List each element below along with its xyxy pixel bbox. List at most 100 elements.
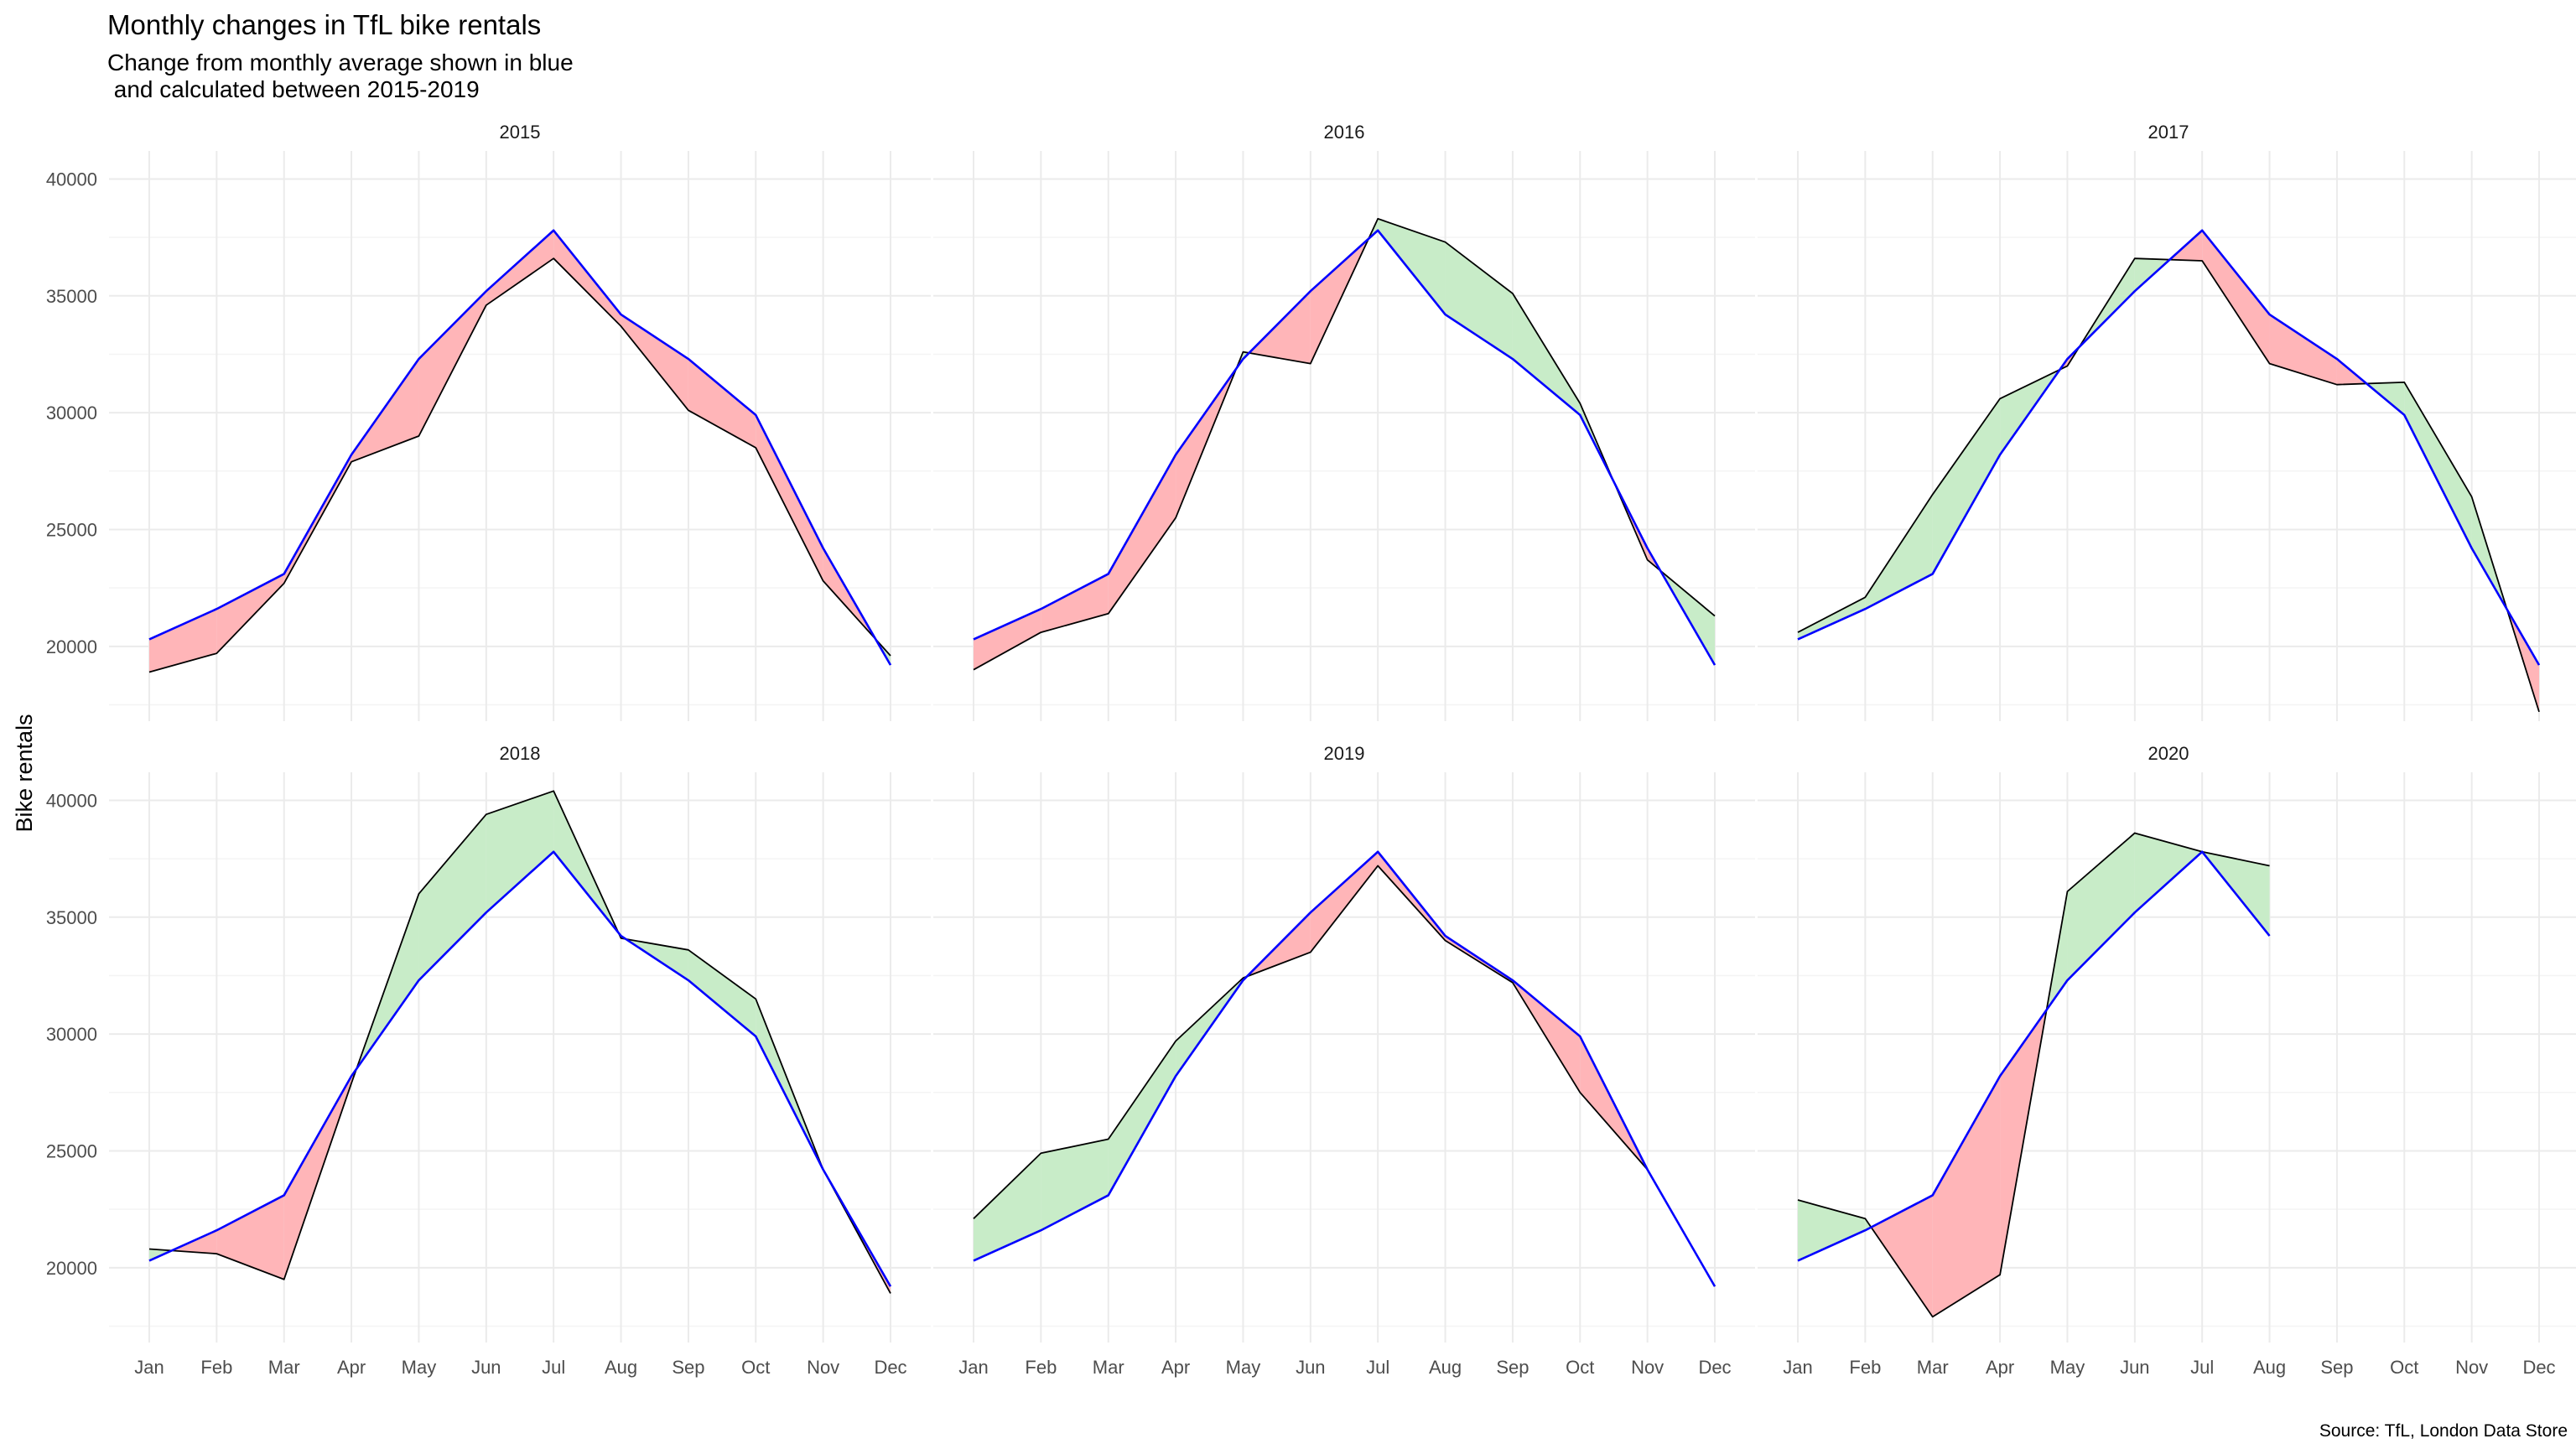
difference-band xyxy=(1865,494,1933,610)
x-tick-label: Jan xyxy=(134,1357,164,1378)
difference-band xyxy=(756,414,823,581)
x-tick-label: May xyxy=(2050,1357,2085,1378)
panel-2018: 2018 20000 25000 30000 35000 40000 Jan Feb Mar Ap… xyxy=(46,743,931,1378)
difference-band xyxy=(2404,382,2472,548)
x-tick-label: Jan xyxy=(1783,1357,1812,1378)
difference-band xyxy=(1041,1139,1109,1231)
x-tick-label: Jun xyxy=(1296,1357,1325,1378)
difference-band xyxy=(1512,293,1581,415)
difference-band xyxy=(688,359,756,448)
y-tick-label: 25000 xyxy=(46,1140,97,1161)
x-tick-label: Oct xyxy=(741,1357,770,1378)
y-tick-label: 30000 xyxy=(46,1024,97,1045)
monthly-average-line xyxy=(973,850,1716,1287)
x-tick-label: Mar xyxy=(268,1357,300,1378)
difference-band xyxy=(216,1195,284,1280)
y-tick-label: 30000 xyxy=(46,402,97,423)
actual-rentals-line xyxy=(1797,832,2270,1318)
panel-2019: 2019 Jan Feb Mar Apr May Jun Jul Aug Sep Oct Nov Dec xyxy=(933,743,1755,1378)
difference-band xyxy=(1798,1200,1866,1261)
difference-band xyxy=(2269,314,2337,385)
x-tick-label: Jun xyxy=(2120,1357,2149,1378)
x-tick-label: Jul xyxy=(542,1357,565,1378)
difference-band xyxy=(1798,597,1866,640)
x-tick-label: Nov xyxy=(807,1357,839,1378)
x-tick-label: Jun xyxy=(471,1357,501,1378)
y-tick-label: 20000 xyxy=(46,636,97,657)
actual-rentals-line xyxy=(148,257,891,673)
x-tick-label: Apr xyxy=(1161,1357,1190,1378)
difference-band xyxy=(216,574,284,654)
monthly-average-line xyxy=(148,850,892,1287)
difference-band xyxy=(2202,230,2270,364)
difference-band xyxy=(1108,454,1176,614)
difference-band xyxy=(283,454,352,584)
difference-band xyxy=(1445,242,1513,360)
y-tick-label: 20000 xyxy=(46,1258,97,1279)
actual-rentals-line xyxy=(973,217,1716,671)
difference-band xyxy=(1249,291,1311,364)
facet-panels: 2015 20000 25000 30000 35000 40000 2016 2017 201… xyxy=(46,122,2576,1378)
y-tick-label: 35000 xyxy=(46,907,97,928)
x-tick-label: Sep xyxy=(1496,1357,1529,1378)
x-tick-label: Dec xyxy=(1698,1357,1731,1378)
x-tick-label: Apr xyxy=(1986,1357,2014,1378)
panel-2016: 2016 xyxy=(933,122,1755,721)
actual-rentals-line xyxy=(973,865,1716,1287)
x-tick-label: Nov xyxy=(2455,1357,2488,1378)
actual-rentals-line xyxy=(1797,257,2540,713)
x-tick-label: Apr xyxy=(337,1357,366,1378)
x-tick-label: Aug xyxy=(1429,1357,1462,1378)
monthly-average-line xyxy=(973,229,1716,666)
panel-title: 2016 xyxy=(1324,122,1365,143)
difference-band xyxy=(974,1153,1041,1261)
actual-rentals-line xyxy=(148,790,891,1294)
panel-title: 2015 xyxy=(500,122,541,143)
chart-caption: Source: TfL, London Data Store xyxy=(2319,1421,2568,1441)
difference-band xyxy=(1871,1195,1933,1317)
monthly-average-line xyxy=(148,229,892,666)
x-tick-label: Sep xyxy=(2320,1357,2353,1378)
y-tick-label: 35000 xyxy=(46,286,97,307)
difference-band xyxy=(974,609,1041,670)
difference-band xyxy=(2067,833,2135,981)
x-tick-label: Nov xyxy=(1631,1357,1664,1378)
difference-band xyxy=(418,291,486,436)
panel-2015: 2015 20000 25000 30000 35000 40000 xyxy=(46,122,931,721)
monthly-average-line xyxy=(1797,229,2541,666)
x-tick-label: Dec xyxy=(874,1357,906,1378)
panel-2020: 2020 Jan Feb Mar Apr May Jun Jul Aug Sep Oct Nov Dec xyxy=(1758,743,2576,1378)
difference-band xyxy=(688,949,756,1036)
x-tick-label: Jan xyxy=(958,1357,988,1378)
difference-band xyxy=(553,230,621,327)
difference-band xyxy=(486,791,554,913)
panel-title: 2020 xyxy=(2148,743,2189,764)
x-tick-label: May xyxy=(1226,1357,1261,1378)
x-tick-label: Jul xyxy=(1366,1357,1389,1378)
y-tick-label: 40000 xyxy=(46,790,97,811)
x-tick-label: Mar xyxy=(1917,1357,1949,1378)
difference-band xyxy=(1378,218,1446,315)
x-tick-label: Feb xyxy=(1025,1357,1057,1378)
x-tick-label: Oct xyxy=(1566,1357,1594,1378)
x-tick-label: Jul xyxy=(2190,1357,2214,1378)
x-tick-label: Dec xyxy=(2522,1357,2555,1378)
x-tick-label: Feb xyxy=(200,1357,232,1378)
panel-title: 2017 xyxy=(2148,122,2189,143)
x-tick-label: Feb xyxy=(1849,1357,1881,1378)
panel-2017: 2017 xyxy=(1758,122,2576,721)
x-tick-label: Sep xyxy=(672,1357,704,1378)
y-tick-label: 40000 xyxy=(46,169,97,190)
chart-subtitle-line-2: and calculated between 2015-2019 xyxy=(107,76,480,102)
x-tick-label: Aug xyxy=(2253,1357,2286,1378)
difference-band xyxy=(2134,833,2203,913)
difference-band xyxy=(486,230,554,305)
x-tick-label: Mar xyxy=(1093,1357,1124,1378)
x-tick-label: May xyxy=(402,1357,437,1378)
difference-band xyxy=(1310,851,1379,953)
panel-title: 2018 xyxy=(500,743,541,764)
difference-band xyxy=(621,314,688,411)
x-tick-label: Oct xyxy=(2390,1357,2418,1378)
x-tick-label: Aug xyxy=(605,1357,637,1378)
